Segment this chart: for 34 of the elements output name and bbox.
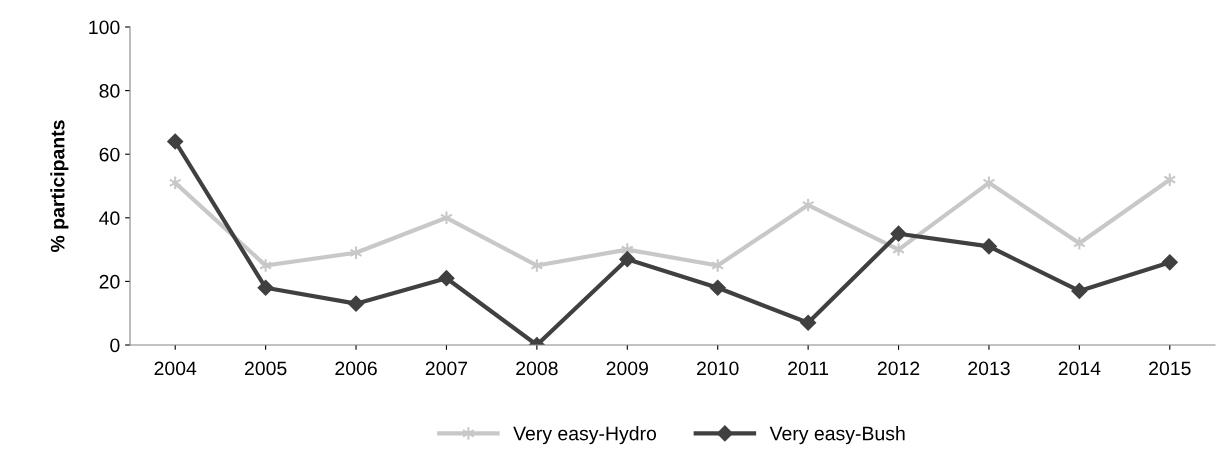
point xyxy=(892,242,905,257)
point xyxy=(890,225,907,242)
point xyxy=(709,279,726,296)
point xyxy=(257,279,274,296)
x-tick-label: 2006 xyxy=(335,361,377,376)
point xyxy=(438,270,455,287)
x-tick-label: 2011 xyxy=(788,361,829,376)
x-tick-label: 2009 xyxy=(606,361,648,376)
y-axis-title: % participants xyxy=(50,120,69,252)
y-tick-label: 0 xyxy=(110,338,120,353)
y-tick-label: 60 xyxy=(99,147,120,162)
x-tick-label: 2004 xyxy=(154,361,197,376)
point xyxy=(167,133,184,150)
point xyxy=(440,210,453,226)
x-tick-label: 2013 xyxy=(968,361,1010,376)
y-tick-label: 40 xyxy=(99,211,120,226)
y-tick-label: 20 xyxy=(99,274,120,289)
x-tick-label: 2010 xyxy=(697,361,739,376)
point xyxy=(800,314,817,331)
legend-label: Very easy-Hydro xyxy=(513,426,657,445)
point xyxy=(348,295,364,312)
y-tick-label: 80 xyxy=(99,84,120,98)
x-tick-label: 2014 xyxy=(1058,361,1101,376)
point xyxy=(1071,283,1088,299)
x-tick-label: 2005 xyxy=(244,361,287,376)
point xyxy=(1161,254,1178,271)
x-tick-label: 2008 xyxy=(516,361,558,376)
x-tick-label: 2012 xyxy=(877,361,920,376)
point xyxy=(619,251,636,268)
x-tick-label: 2015 xyxy=(1149,361,1191,376)
x-tick-label: 2007 xyxy=(425,361,468,376)
y-tick-label: 100 xyxy=(89,20,120,35)
legend-label: Very easy-Bush xyxy=(769,426,905,445)
point xyxy=(981,238,997,255)
